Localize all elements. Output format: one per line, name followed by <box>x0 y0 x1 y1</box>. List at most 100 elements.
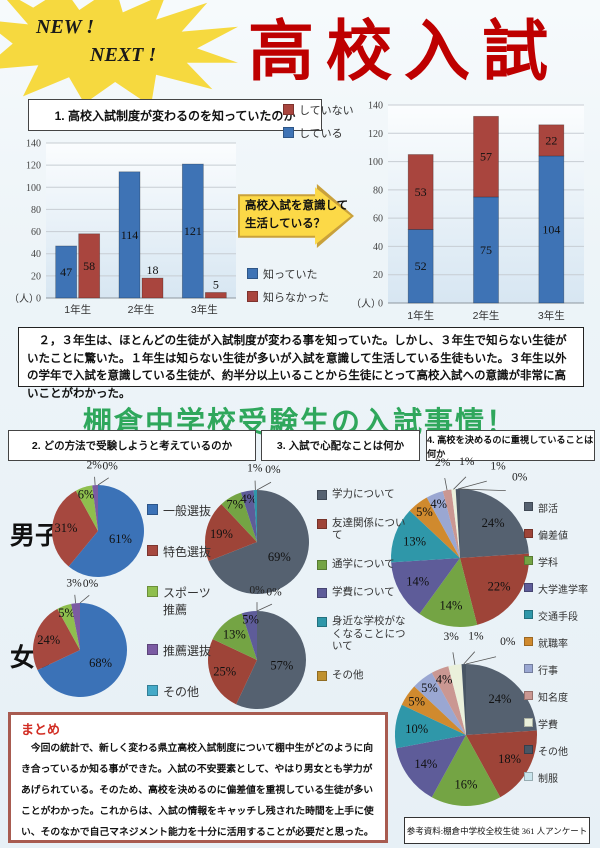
legend-swatch <box>147 644 158 655</box>
legend-label: 制服 <box>538 774 558 785</box>
legend-swatch <box>524 664 533 673</box>
legend-label: 偏差値 <box>538 531 568 542</box>
legend-swatch <box>524 610 533 619</box>
legend-label: スポーツ推薦 <box>163 586 211 617</box>
legend-label: 推薦選抜 <box>163 644 212 658</box>
chart2-legend: していない している <box>283 102 354 141</box>
legend-label: その他 <box>332 668 364 681</box>
legend-label: している <box>299 128 343 140</box>
svg-text:3年生: 3年生 <box>191 303 218 316</box>
legend-label: 行事 <box>538 666 558 677</box>
arrow-callout: 高校入試を意識して 生活している？ <box>238 184 354 248</box>
legend-swatch <box>317 559 327 570</box>
svg-text:40: 40 <box>373 242 383 253</box>
svg-text:0%: 0% <box>83 578 99 590</box>
section4-title-box: 4. 高校を決めるのに重視していることは何か <box>426 430 595 461</box>
svg-text:4%: 4% <box>436 673 453 687</box>
svg-text:4%: 4% <box>240 492 257 506</box>
chart1-legend-item: 知っていた <box>247 266 329 282</box>
svg-text:1%: 1% <box>459 456 475 468</box>
legend-swatch <box>524 502 533 511</box>
svg-text:140: 140 <box>26 139 41 150</box>
section3-legend-item: 学力について <box>317 488 409 501</box>
legend-section-4: 部活 偏差値 学科 大学進学率 交通手段 就職率 行事 知名度 学費 その他 制服 <box>524 500 598 785</box>
legend-swatch <box>524 772 533 781</box>
svg-text:120: 120 <box>368 129 383 140</box>
svg-text:100: 100 <box>368 157 383 168</box>
section4-legend-item: 学科 <box>524 554 598 569</box>
svg-text:0: 0 <box>36 294 41 305</box>
section4-legend-item: 就職率 <box>524 635 598 650</box>
svg-text:0%: 0% <box>265 464 281 476</box>
legend-label: 学力について <box>332 488 395 500</box>
svg-text:75: 75 <box>480 243 492 257</box>
consciousness-stacked-bar-chart: 0 20 40 60 80 100 120 140 （人） 1年生 52 53 2年生 75 57 3年生 10… <box>351 101 584 322</box>
chart2-legend-item: していない <box>283 102 354 118</box>
svg-text:25%: 25% <box>213 665 236 679</box>
legend-label: 特色選抜 <box>163 545 212 559</box>
legend-swatch <box>147 504 158 515</box>
svg-text:1%: 1% <box>490 461 506 473</box>
legend-swatch <box>147 545 158 556</box>
legend-label: 通学について <box>332 557 395 570</box>
svg-text:10%: 10% <box>405 722 428 736</box>
legend-swatch <box>317 518 327 529</box>
legend-label: していない <box>299 105 354 117</box>
svg-text:1%: 1% <box>468 630 484 642</box>
legend-swatch <box>317 670 327 681</box>
svg-text:80: 80 <box>373 185 383 196</box>
svg-text:1%: 1% <box>247 462 263 474</box>
section2-legend-item: 推薦選抜 <box>147 642 217 659</box>
svg-text:14%: 14% <box>414 757 437 771</box>
section4-legend-item: 偏差値 <box>524 527 598 542</box>
legend-label: 学科 <box>538 558 558 569</box>
legend-label: 友達関係について <box>332 516 406 542</box>
legend-label: その他 <box>163 685 200 699</box>
svg-text:100: 100 <box>26 183 41 194</box>
section2-legend-item: スポーツ推薦 <box>147 584 217 618</box>
svg-text:20: 20 <box>373 270 383 281</box>
svg-text:13%: 13% <box>403 535 426 549</box>
chart2-legend-item: している <box>283 125 354 141</box>
legend-swatch <box>147 685 158 696</box>
legend-swatch <box>247 268 258 279</box>
svg-text:52: 52 <box>415 259 427 273</box>
svg-text:60: 60 <box>373 214 383 225</box>
pie-exam-worry-female: 57% 25% 13%5% 0% 0% <box>208 584 306 709</box>
pie-exam-method-male: 61% 31% 6% 2% 0% <box>51 459 144 577</box>
legend-section-3: 学力について 友達関係について 通学について 学費について 身近な学校がなくなることにつ… <box>317 488 409 681</box>
svg-text:121: 121 <box>184 224 202 238</box>
pie-exam-worry-male: 69%19%7%4%1% 0% <box>205 462 309 594</box>
svg-text:104: 104 <box>542 222 560 236</box>
svg-text:14%: 14% <box>406 574 429 588</box>
legend-swatch <box>524 637 533 646</box>
section2-legend-item: 特色選抜 <box>147 543 217 560</box>
svg-text:5%: 5% <box>421 681 438 695</box>
svg-text:18%: 18% <box>498 752 521 766</box>
legend-label: 交通手段 <box>538 612 578 623</box>
svg-text:68%: 68% <box>89 656 112 670</box>
section4-legend-item: 制服 <box>524 770 598 785</box>
legend-label: 学費 <box>538 720 558 731</box>
svg-text:1年生: 1年生 <box>64 303 91 316</box>
legend-swatch <box>147 586 158 597</box>
section4-legend-item: 部活 <box>524 500 598 515</box>
awareness-bar-chart: 0 20 40 60 80 100 120 140 （人） 1年生 47 58 2年生 114 18 3年生 1… <box>9 139 236 316</box>
svg-text:0%: 0% <box>512 472 528 484</box>
svg-text:40: 40 <box>31 249 41 260</box>
svg-text:31%: 31% <box>54 521 77 535</box>
row-label-male: 男子 <box>10 522 61 550</box>
svg-text:5%: 5% <box>242 612 259 626</box>
svg-text:2%: 2% <box>86 459 102 471</box>
legend-label: 学費について <box>332 586 395 599</box>
svg-text:5: 5 <box>213 277 219 291</box>
svg-text:57%: 57% <box>270 659 293 673</box>
svg-text:0: 0 <box>378 299 383 310</box>
section4-legend-item: 知名度 <box>524 689 598 704</box>
summary-box-body: 今回の統計で、新しく変わる県立高校入試制度について棚中生がどのように向き合ってい… <box>21 743 374 838</box>
svg-text:3年生: 3年生 <box>538 309 565 322</box>
legend-label: 部活 <box>538 504 558 515</box>
chart1-title-box: 1. 高校入試制度が変わるのを知っていたのか <box>28 99 322 131</box>
legend-label: 一般選抜 <box>163 504 212 518</box>
legend-label: 知っていた <box>263 269 318 281</box>
